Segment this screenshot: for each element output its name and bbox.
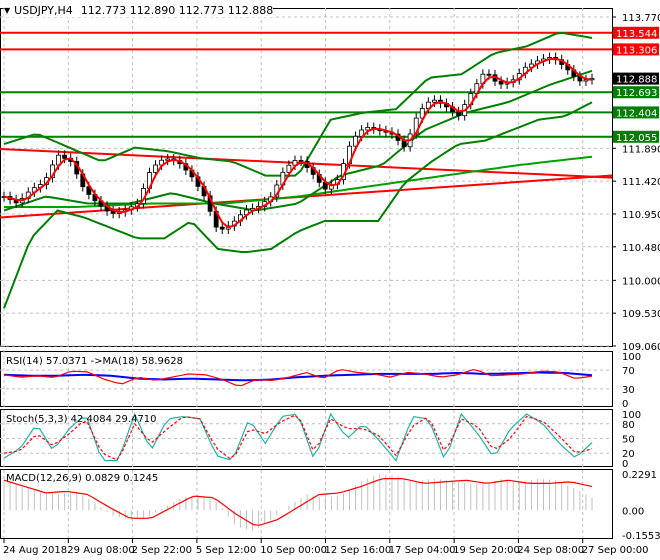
time-tick-label: 27 Sep 00:00 [582, 545, 649, 556]
time-tick-label: 24 Aug 2018 [3, 545, 67, 556]
ohlc-label: 112.773 112.890 112.773 112.888 [80, 4, 274, 17]
price-tick-label: 109.530 [622, 309, 660, 320]
current-price-label: 112.888 [616, 75, 657, 86]
rsi-ma-line [3, 371, 593, 382]
price-tick-label: 110.480 [622, 243, 660, 254]
rsi-tick-label: 0 [622, 399, 628, 410]
panel-border-1 [0, 351, 613, 407]
candle [153, 164, 158, 173]
time-tick-label: 5 Sep 12:00 [196, 545, 256, 556]
candle [498, 80, 504, 85]
panel-border-0 [0, 8, 613, 347]
rsi-tick-label: 100 [622, 352, 641, 363]
bollinger-lower [3, 101, 593, 309]
candle [353, 135, 358, 147]
price-tick-label: 111.890 [622, 144, 660, 155]
trendline-1 [0, 174, 613, 219]
time-tick-label: 12 Sep 16:00 [325, 545, 392, 556]
stoch-k-line [3, 412, 593, 462]
level-price-badge [613, 130, 659, 143]
level-price-badge [613, 106, 659, 119]
stoch-tick-label: 80 [622, 420, 635, 431]
rsi-tick-label: 70 [622, 366, 635, 377]
price-tick-label: 110.000 [622, 276, 660, 287]
rsi-tick-label: 30 [622, 385, 635, 396]
candle [431, 99, 437, 103]
macd-signal-line [3, 478, 593, 526]
stoch-label: Stoch(5,3,3) 42.4084 29.4710 [6, 414, 157, 425]
chart-header: ▼ USDJPY,H4 112.773 112.890 112.773 112.… [4, 4, 274, 17]
candle [286, 164, 292, 173]
symbol-label: USDJPY,H4 [14, 4, 73, 17]
price-tick-label: 111.420 [622, 177, 660, 188]
level-price-badge [613, 43, 659, 56]
time-tick-label: 2 Sep 22:00 [132, 545, 192, 556]
time-tick-label: 10 Sep 00:00 [260, 545, 327, 556]
current-price-badge [613, 72, 659, 85]
level-price-badge [613, 86, 659, 99]
rsi-label: RSI(14) 57.0371 ->MA(18) 58.9628 [6, 356, 183, 367]
price-tick-label: 113.770 [622, 13, 660, 24]
candle [219, 226, 225, 230]
time-tick-label: 17 Sep 04:00 [389, 545, 456, 556]
stoch-tick-label: 100 [622, 410, 641, 421]
candle [486, 73, 492, 76]
level-price-label: 112.404 [616, 108, 657, 119]
candle [365, 127, 371, 131]
candle [165, 158, 171, 161]
panel-border-3 [0, 469, 613, 539]
level-price-label: 112.055 [616, 133, 657, 144]
stoch-d-line [3, 414, 593, 461]
time-tick-label: 24 Sep 08:00 [517, 545, 584, 556]
level-price-label: 112.693 [616, 88, 657, 99]
bollinger-upper [3, 31, 593, 177]
macd-tick-label: 0.00 [622, 506, 644, 517]
stoch-tick-label: 0 [622, 459, 628, 470]
price-tick-label: 109.060 [622, 342, 660, 353]
candle [419, 108, 425, 119]
rsi-line [3, 368, 593, 387]
time-tick-label: 29 Aug 08:00 [67, 545, 134, 556]
candle [62, 154, 68, 159]
price-tick-label: 110.950 [622, 210, 660, 221]
level-price-label: 113.544 [616, 29, 657, 40]
macd-label: MACD(12,26,9) 0.0829 0.1245 [6, 473, 158, 484]
level-price-label: 113.306 [616, 45, 657, 56]
stoch-tick-label: 50 [622, 435, 635, 446]
time-tick-label: 19 Sep 20:00 [453, 545, 520, 556]
macd-tick-label: -0.1553 [622, 531, 660, 542]
macd-tick-label: 0.2291 [622, 470, 657, 481]
ma-fast [3, 57, 593, 229]
level-price-badge [613, 26, 659, 39]
stoch-tick-label: 20 [622, 449, 635, 460]
dropdown-triangle-icon[interactable]: ▼ [4, 6, 11, 15]
